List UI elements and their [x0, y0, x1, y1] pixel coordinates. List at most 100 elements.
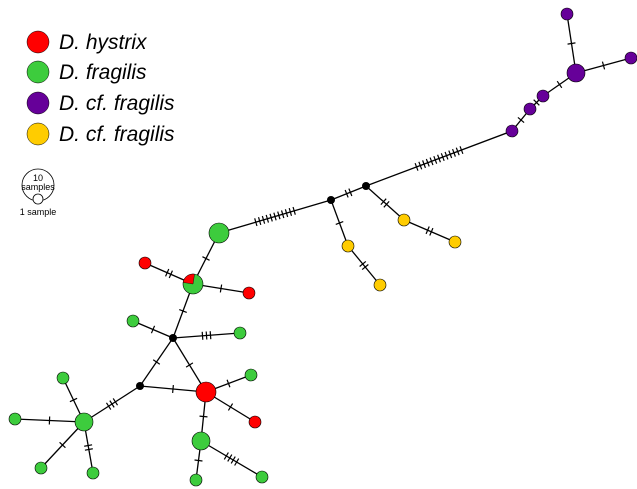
edge-line	[347, 245, 381, 286]
haplotype-node-r4	[248, 415, 262, 429]
node-circle	[8, 412, 22, 426]
mutation-tick	[230, 456, 236, 464]
node-circle	[86, 466, 100, 480]
node-circle	[126, 314, 140, 328]
mutation-tick	[59, 441, 66, 449]
mutation-tick	[194, 459, 203, 462]
haplotype-node-r2	[242, 286, 256, 300]
mutation-tick	[288, 207, 293, 216]
mutation-tick	[201, 331, 204, 340]
node-wedge	[182, 273, 195, 285]
haplotype-node-g6	[255, 470, 269, 484]
haplotype-node-y4	[373, 278, 387, 292]
legend-item-cf-fragilis-yellow: D. cf. fragilis	[26, 122, 175, 146]
mutation-tick	[292, 206, 296, 215]
mutation-tick	[348, 188, 353, 197]
edge-m3-g2	[132, 320, 174, 339]
edge-line	[330, 185, 367, 201]
haplotype-node-G7	[74, 412, 94, 432]
edge-m3-R3	[172, 337, 207, 393]
mutation-tick	[109, 400, 115, 408]
mutation-tick	[273, 212, 277, 221]
mutation-tick	[205, 331, 208, 340]
legend-swatch-cf-fragilis-yellow	[26, 122, 50, 146]
mutation-tick	[440, 153, 445, 162]
mutation-tick	[452, 148, 456, 157]
legend-label-cf-fragilis-yellow: D. cf. fragilis	[59, 123, 175, 146]
node-circle	[189, 473, 203, 487]
haplotype-node-g9	[8, 412, 22, 426]
haplotype-node-m1	[362, 182, 370, 190]
haplotype-node-m3	[169, 334, 177, 342]
mutation-tick	[437, 154, 441, 163]
node-circle	[191, 431, 211, 451]
mutation-tick	[172, 384, 174, 394]
haplotype-node-p5	[523, 102, 537, 116]
mutation-tick	[433, 155, 438, 164]
node-circle	[169, 334, 177, 342]
haplotype-node-p6	[505, 124, 519, 138]
scale-label-large-unit: samples	[21, 182, 55, 192]
node-circle	[362, 182, 370, 190]
mutation-tick	[261, 215, 266, 224]
mutation-tick	[254, 218, 258, 227]
mutation-tick	[361, 264, 369, 271]
node-circle	[327, 196, 335, 204]
mutation-tick	[234, 458, 240, 466]
mutation-tick	[227, 454, 233, 462]
edge-G5-g6	[200, 440, 263, 478]
mutation-tick	[165, 268, 170, 277]
haplotype-node-p4	[536, 89, 550, 103]
legend-label-hystrix: D. hystrix	[59, 31, 148, 54]
edge-p1-p3	[566, 13, 577, 74]
node-circle	[244, 368, 258, 382]
node-circle	[74, 412, 94, 432]
haplotype-node-y3	[341, 239, 355, 253]
node-circle	[208, 222, 230, 244]
haplotype-node-R3	[195, 381, 217, 403]
node-circle	[536, 89, 550, 103]
mutation-tick	[150, 325, 156, 334]
mutation-tick	[226, 379, 231, 388]
mutation-tick	[459, 146, 464, 154]
mutation-tick	[168, 270, 173, 279]
mutation-tick	[425, 226, 430, 235]
scale-label-small: 1 sample	[20, 207, 57, 217]
edge-p2-p3	[575, 57, 632, 74]
haplotype-node-p2	[624, 51, 637, 65]
mutation-tick	[344, 189, 349, 198]
node-circle	[136, 382, 144, 390]
haplotype-node-rg	[182, 273, 204, 295]
mutation-tick	[335, 221, 344, 225]
network-nodes	[8, 7, 637, 487]
mutation-tick	[179, 309, 187, 313]
mutation-tick	[429, 157, 434, 166]
haplotype-node-g11	[86, 466, 100, 480]
mutation-tick	[380, 198, 387, 206]
mutation-tick	[112, 398, 119, 406]
mutation-tick	[257, 217, 262, 226]
mutation-tick	[185, 362, 194, 368]
edge-m3-m4	[139, 337, 174, 387]
edge-m4-G7	[83, 385, 141, 423]
node-circle	[397, 213, 411, 227]
haplotype-node-m2	[327, 196, 335, 204]
mutation-tick	[517, 117, 525, 123]
mutation-tick	[429, 227, 434, 236]
mutation-tick	[280, 210, 285, 219]
mutation-tick	[425, 158, 430, 167]
haplotype-node-g1	[208, 222, 230, 244]
mutation-tick	[227, 403, 234, 411]
edge-G7-g10	[40, 421, 85, 469]
mutation-tick	[601, 61, 606, 70]
legend-item-hystrix: D. hystrix	[26, 30, 148, 54]
haplotype-node-g8	[56, 371, 70, 385]
edge-m1-m2	[330, 185, 367, 201]
mutation-tick	[105, 402, 112, 410]
node-circle	[248, 415, 262, 429]
mutation-tick	[152, 359, 161, 365]
edge-p6-m1	[365, 130, 513, 187]
mutation-tick	[422, 160, 426, 169]
node-circle	[56, 371, 70, 385]
mutation-tick	[269, 213, 273, 222]
